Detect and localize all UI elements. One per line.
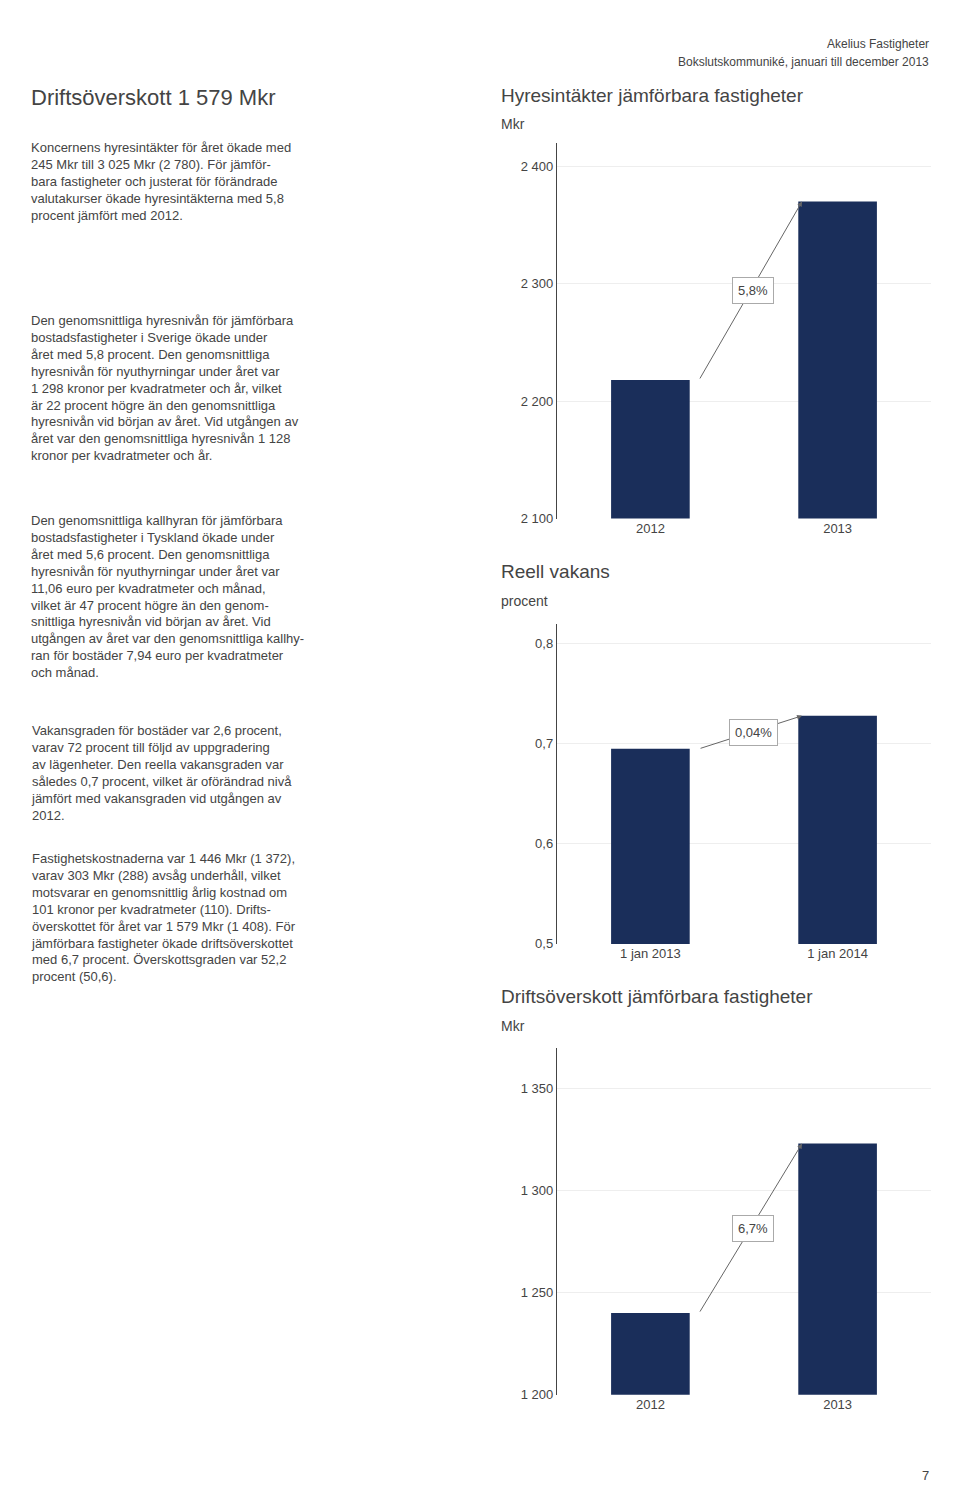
- svg-text:Den genomsnittliga kallhyran f: Den genomsnittliga kallhyran för jämförb…: [31, 513, 304, 680]
- svg-text:Fastighetskostnaderna var 1 44: Fastighetskostnaderna var 1 446 Mkr (1 3…: [31, 851, 296, 984]
- svg-text:7: 7: [922, 1468, 929, 1483]
- svg-text:Den genomsnittliga hyresnivån: Den genomsnittliga hyresnivån för jämför…: [31, 313, 299, 463]
- svg-text:2012: 2012: [636, 521, 665, 536]
- svg-text:2 100: 2 100: [521, 511, 554, 526]
- svg-text:0,6: 0,6: [535, 836, 553, 851]
- svg-text:Mkr: Mkr: [501, 116, 525, 132]
- svg-text:0,8: 0,8: [535, 636, 553, 651]
- svg-text:0,04%: 0,04%: [735, 725, 772, 740]
- svg-text:Akelius Fastigheter: Akelius Fastigheter: [827, 37, 929, 51]
- svg-text:Vakansgraden för bostäder var: Vakansgraden för bostäder var 2,6 procen…: [31, 723, 292, 823]
- svg-text:5,8%: 5,8%: [738, 283, 768, 298]
- svg-text:2013: 2013: [823, 521, 852, 536]
- svg-text:procent: procent: [501, 593, 548, 609]
- svg-text:Hyresintäkter jämförbara fasti: Hyresintäkter jämförbara fastigheter: [501, 85, 804, 106]
- svg-text:1 250: 1 250: [521, 1285, 554, 1300]
- svg-text:2 400: 2 400: [521, 159, 554, 174]
- svg-text:1 300: 1 300: [521, 1183, 554, 1198]
- svg-text:2012: 2012: [636, 1397, 665, 1412]
- svg-text:Bokslutskommuniké, januari til: Bokslutskommuniké, januari till december…: [678, 55, 929, 69]
- svg-text:2013: 2013: [823, 1397, 852, 1412]
- svg-text:2 300: 2 300: [521, 276, 554, 291]
- svg-text:Driftsöverskott 1 579 Mkr: Driftsöverskott 1 579 Mkr: [31, 85, 276, 110]
- svg-text:Mkr: Mkr: [501, 1018, 525, 1034]
- svg-text:0,5: 0,5: [535, 936, 553, 951]
- svg-text:0,7: 0,7: [535, 736, 553, 751]
- svg-text:Driftsöverskott jämförbara fas: Driftsöverskott jämförbara fastigheter: [501, 986, 813, 1007]
- svg-text:1 jan 2014: 1 jan 2014: [807, 946, 868, 961]
- svg-text:6,7%: 6,7%: [738, 1221, 768, 1236]
- svg-text:Reell vakans: Reell vakans: [501, 561, 610, 582]
- svg-text:1 jan 2013: 1 jan 2013: [620, 946, 681, 961]
- svg-text:1 200: 1 200: [521, 1387, 554, 1402]
- svg-text:2 200: 2 200: [521, 394, 554, 409]
- svg-text:Koncernens hyresintäkter för å: Koncernens hyresintäkter för året ökade …: [31, 140, 291, 223]
- svg-text:1 350: 1 350: [521, 1081, 554, 1096]
